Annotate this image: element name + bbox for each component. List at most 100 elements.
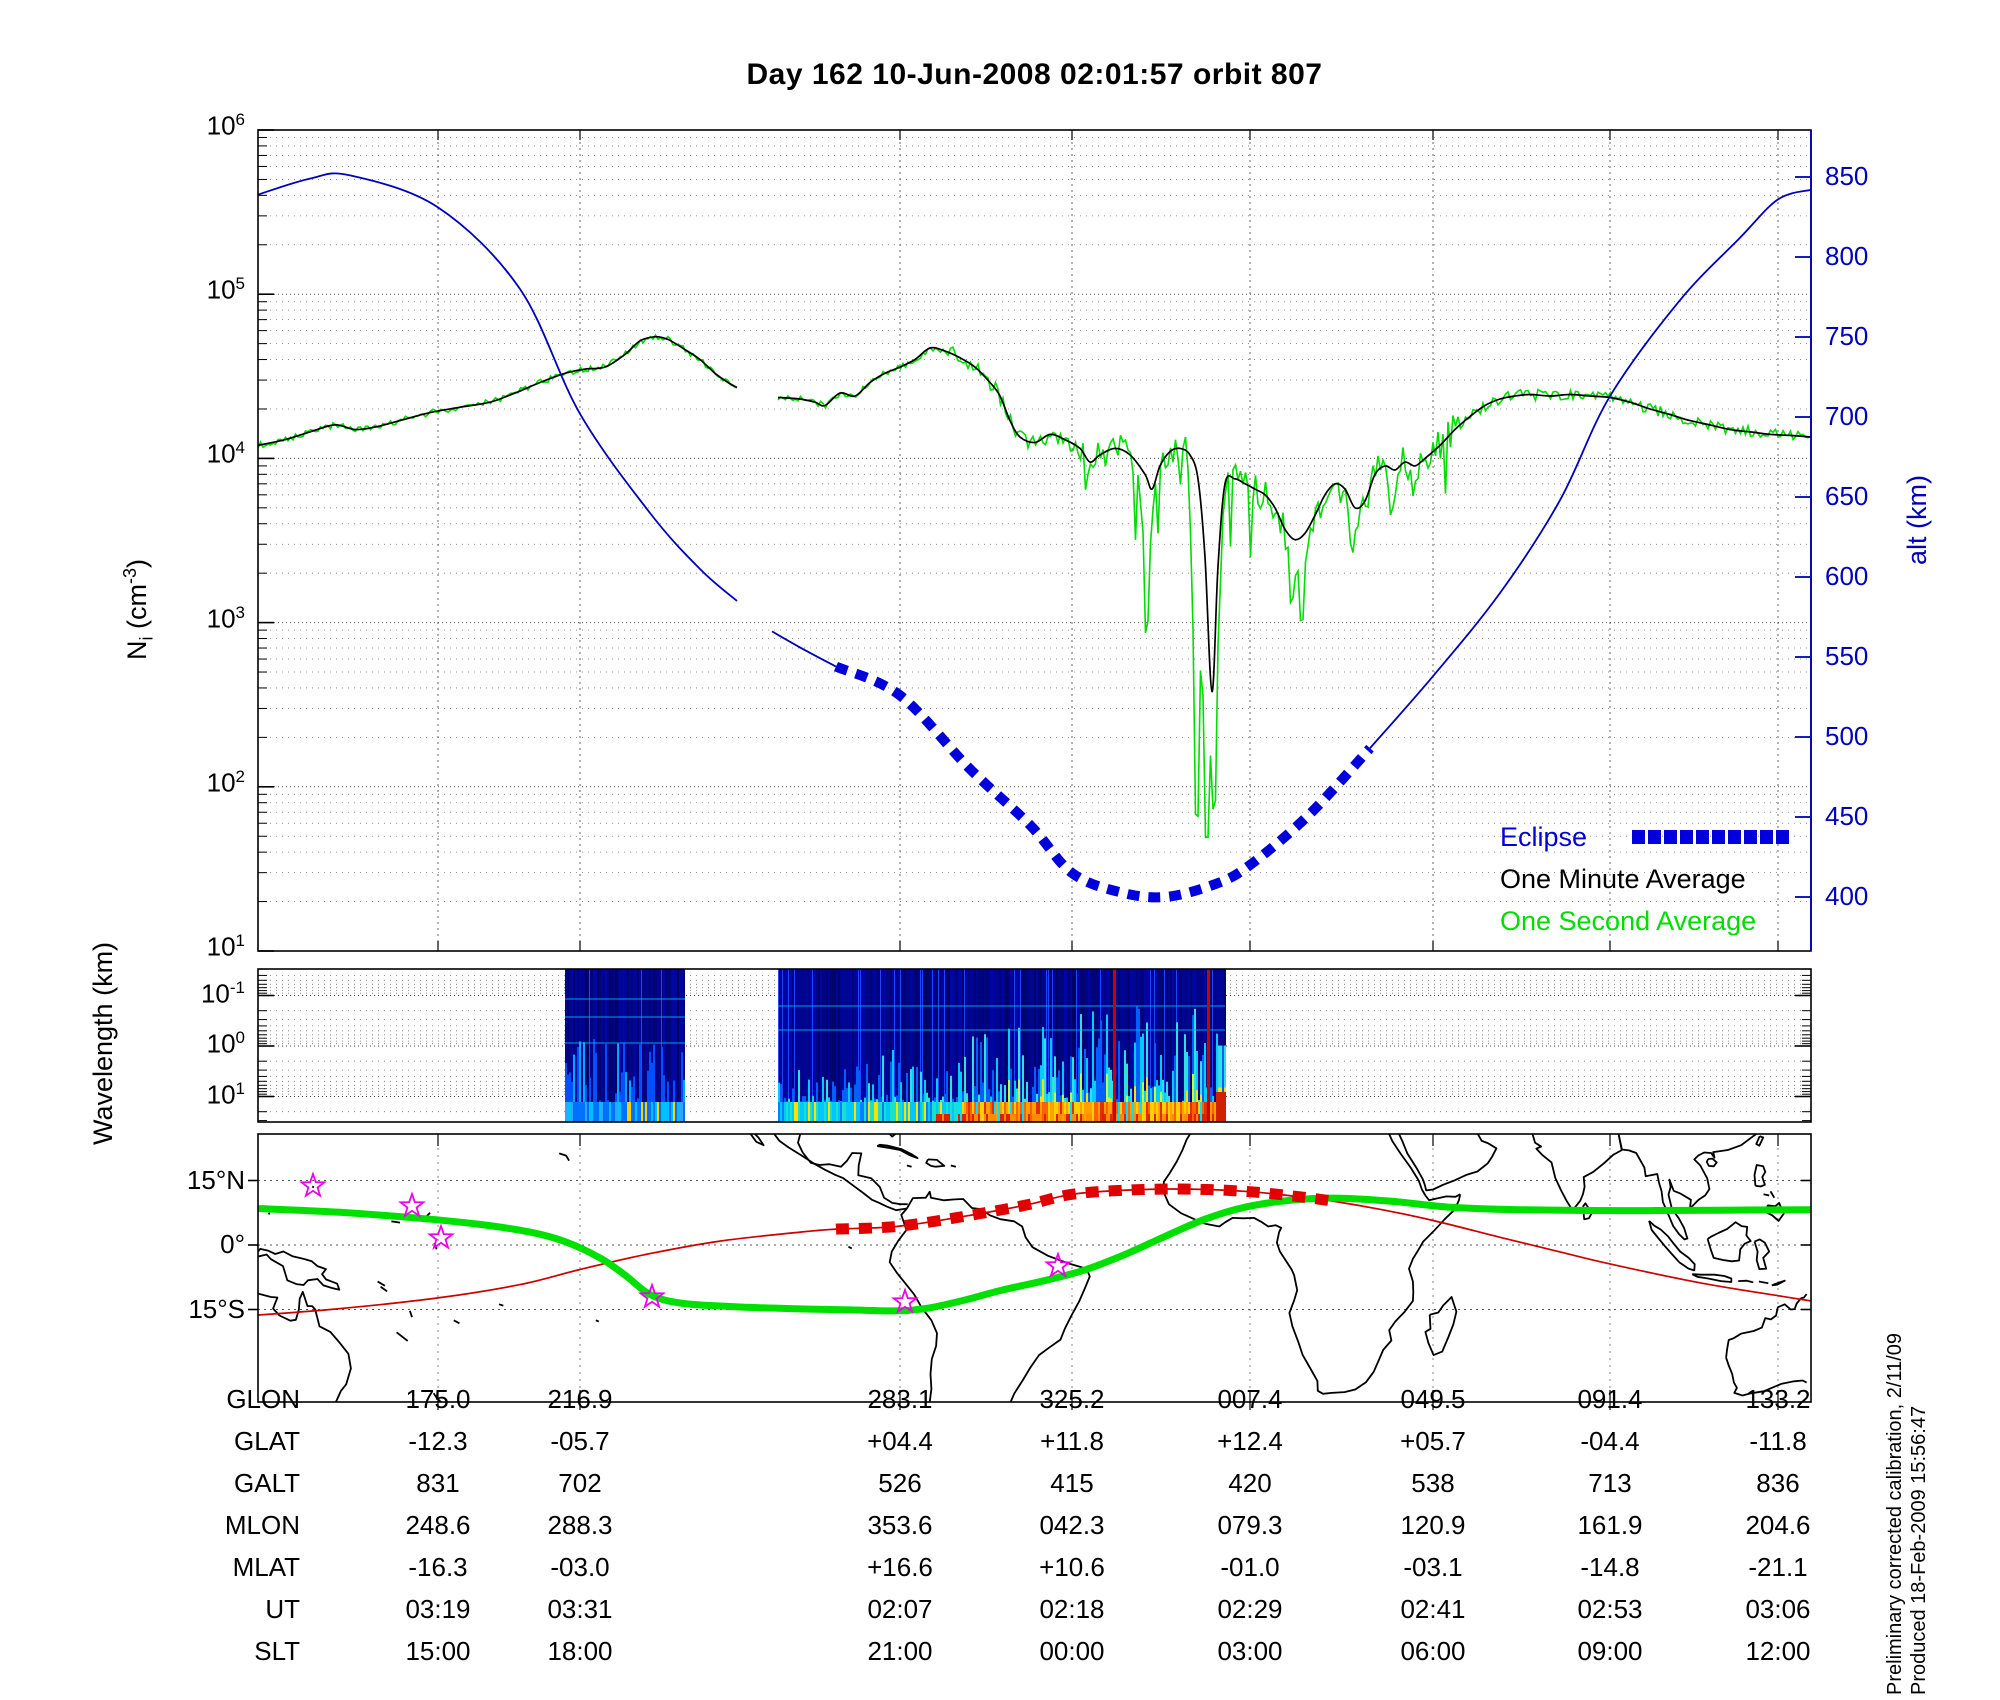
- table-cell: 02:07: [867, 1594, 933, 1624]
- alt-tick-label: 650: [1825, 481, 1869, 511]
- alt-tick-label: 750: [1825, 321, 1869, 351]
- table-cell: 353.6: [867, 1510, 933, 1540]
- table-cell: -03.0: [550, 1552, 610, 1582]
- table-cell: 831: [416, 1468, 460, 1498]
- ground-station-star: [638, 1282, 666, 1309]
- table-cell: 216.9: [547, 1384, 613, 1414]
- top-panel-grid: [258, 130, 1811, 951]
- table-cell: -03.1: [1403, 1552, 1463, 1582]
- ground-station-star: [1044, 1251, 1072, 1278]
- alt-tick-label: 450: [1825, 801, 1869, 831]
- table-cell: 12:00: [1745, 1636, 1811, 1666]
- alt-tick-label: 500: [1825, 721, 1869, 751]
- ground-station-star: [299, 1171, 327, 1198]
- table-cell: 03:06: [1745, 1594, 1811, 1624]
- table-cell: 15:00: [405, 1636, 471, 1666]
- density-tick-label: 101: [206, 931, 245, 962]
- table-cell: 02:18: [1039, 1594, 1105, 1624]
- table-cell: 079.3: [1217, 1510, 1283, 1540]
- latitude-tick-label: 0°: [220, 1229, 245, 1259]
- table-cell: -11.8: [1749, 1426, 1807, 1456]
- table-cell: -01.0: [1220, 1552, 1280, 1582]
- table-row-label: MLAT: [232, 1552, 300, 1582]
- produced-note: Produced 18-Feb-2009 15:56:47: [1908, 1405, 1930, 1695]
- table-cell: 09:00: [1577, 1636, 1643, 1666]
- latitude-tick-label: 15°S: [188, 1293, 245, 1324]
- table-cell: +11.8: [1040, 1426, 1104, 1456]
- density-tick-label: 105: [206, 274, 245, 305]
- top-panel-curves: [258, 172, 1811, 903]
- table-cell: 06:00: [1400, 1636, 1466, 1666]
- table-cell: 526: [878, 1468, 922, 1498]
- legend-label: Eclipse: [1500, 822, 1588, 852]
- map-grid: [258, 1134, 1811, 1402]
- table-cell: -05.7: [550, 1426, 610, 1456]
- one-second-average-trace: [777, 346, 1811, 839]
- table-cell: +04.4: [867, 1426, 933, 1456]
- calibration-note: Preliminary corrected calibration, 2/11/…: [1884, 1332, 1906, 1695]
- wavelength-axis-label: Wavelength (km): [88, 941, 118, 1145]
- alt-tick-label: 850: [1825, 161, 1869, 191]
- table-row-label: UT: [265, 1594, 300, 1624]
- table-cell: 836: [1756, 1468, 1800, 1498]
- magnetic-equator: [258, 1194, 1811, 1315]
- map-panel-border: [257, 1133, 1812, 1403]
- table-cell: 02:29: [1217, 1594, 1283, 1624]
- table-cell: 175.0: [405, 1384, 471, 1414]
- ground-station-star: [398, 1191, 426, 1218]
- eclipse-alt-curve: [833, 661, 1374, 903]
- table-cell: 420: [1228, 1468, 1272, 1498]
- alt-axis-label: alt (km): [1902, 475, 1932, 565]
- alt-tick-label: 600: [1825, 561, 1869, 591]
- wavelength-tick-label: 10-1: [200, 977, 245, 1009]
- table-cell: 18:00: [547, 1636, 613, 1666]
- table-cell: 120.9: [1400, 1510, 1466, 1540]
- table-cell: 03:31: [547, 1594, 613, 1624]
- density-tick-label: 102: [206, 766, 245, 798]
- alt-tick-label: 700: [1825, 401, 1869, 431]
- table-cell: 02:53: [1577, 1594, 1643, 1624]
- eclipse-legend-marker: [1632, 830, 1792, 849]
- table-cell: 02:41: [1400, 1594, 1466, 1624]
- eclipse-ground-track: [835, 1183, 1334, 1235]
- density-tick-label: 106: [206, 110, 245, 141]
- table-cell: -14.8: [1580, 1552, 1640, 1582]
- table-cell: +16.6: [867, 1552, 933, 1582]
- spectrogram-red-streak: [1113, 969, 1116, 1122]
- table-cell: 204.6: [1745, 1510, 1811, 1540]
- table-cell: 091.4: [1577, 1384, 1643, 1414]
- ground-station-star: [891, 1287, 919, 1314]
- table-cell: 21:00: [867, 1636, 933, 1666]
- table-cell: +10.6: [1039, 1552, 1105, 1582]
- table-row-label: MLON: [224, 1510, 300, 1540]
- spectrogram-red-streak: [1207, 969, 1210, 1122]
- one-minute-average-trace: [258, 335, 738, 447]
- table-cell: 161.9: [1577, 1510, 1643, 1540]
- table-cell: 049.5: [1400, 1384, 1466, 1414]
- legend-label: One Second Average: [1500, 906, 1757, 936]
- alt-curve: [258, 172, 738, 602]
- ground-station-star: [427, 1223, 455, 1250]
- page-title: Day 162 10-Jun-2008 02:01:57 orbit 807: [746, 58, 1323, 91]
- table-cell: 702: [558, 1468, 602, 1498]
- table-cell: 00:00: [1039, 1636, 1105, 1666]
- wavelength-tick-label: 100: [206, 1028, 245, 1059]
- table-cell: 03:19: [405, 1594, 471, 1624]
- density-tick-label: 104: [206, 438, 245, 470]
- table-cell: 248.6: [405, 1510, 471, 1540]
- alt-curve: [1369, 188, 1811, 749]
- table-cell: -21.1: [1748, 1552, 1808, 1582]
- density-axis-label: Ni (cm-3): [120, 559, 157, 660]
- table-row-label: GLON: [226, 1384, 300, 1414]
- table-cell: +12.4: [1217, 1426, 1283, 1456]
- table-cell: 538: [1411, 1468, 1455, 1498]
- table-cell: 288.3: [547, 1510, 613, 1540]
- table-cell: 042.3: [1039, 1510, 1105, 1540]
- legend-label: One Minute Average: [1500, 864, 1746, 894]
- wavelength-tick-label: 101: [206, 1078, 245, 1110]
- one-second-average-trace: [258, 333, 736, 449]
- alt-tick-label: 550: [1825, 641, 1869, 671]
- table-row-label: GLAT: [234, 1426, 300, 1456]
